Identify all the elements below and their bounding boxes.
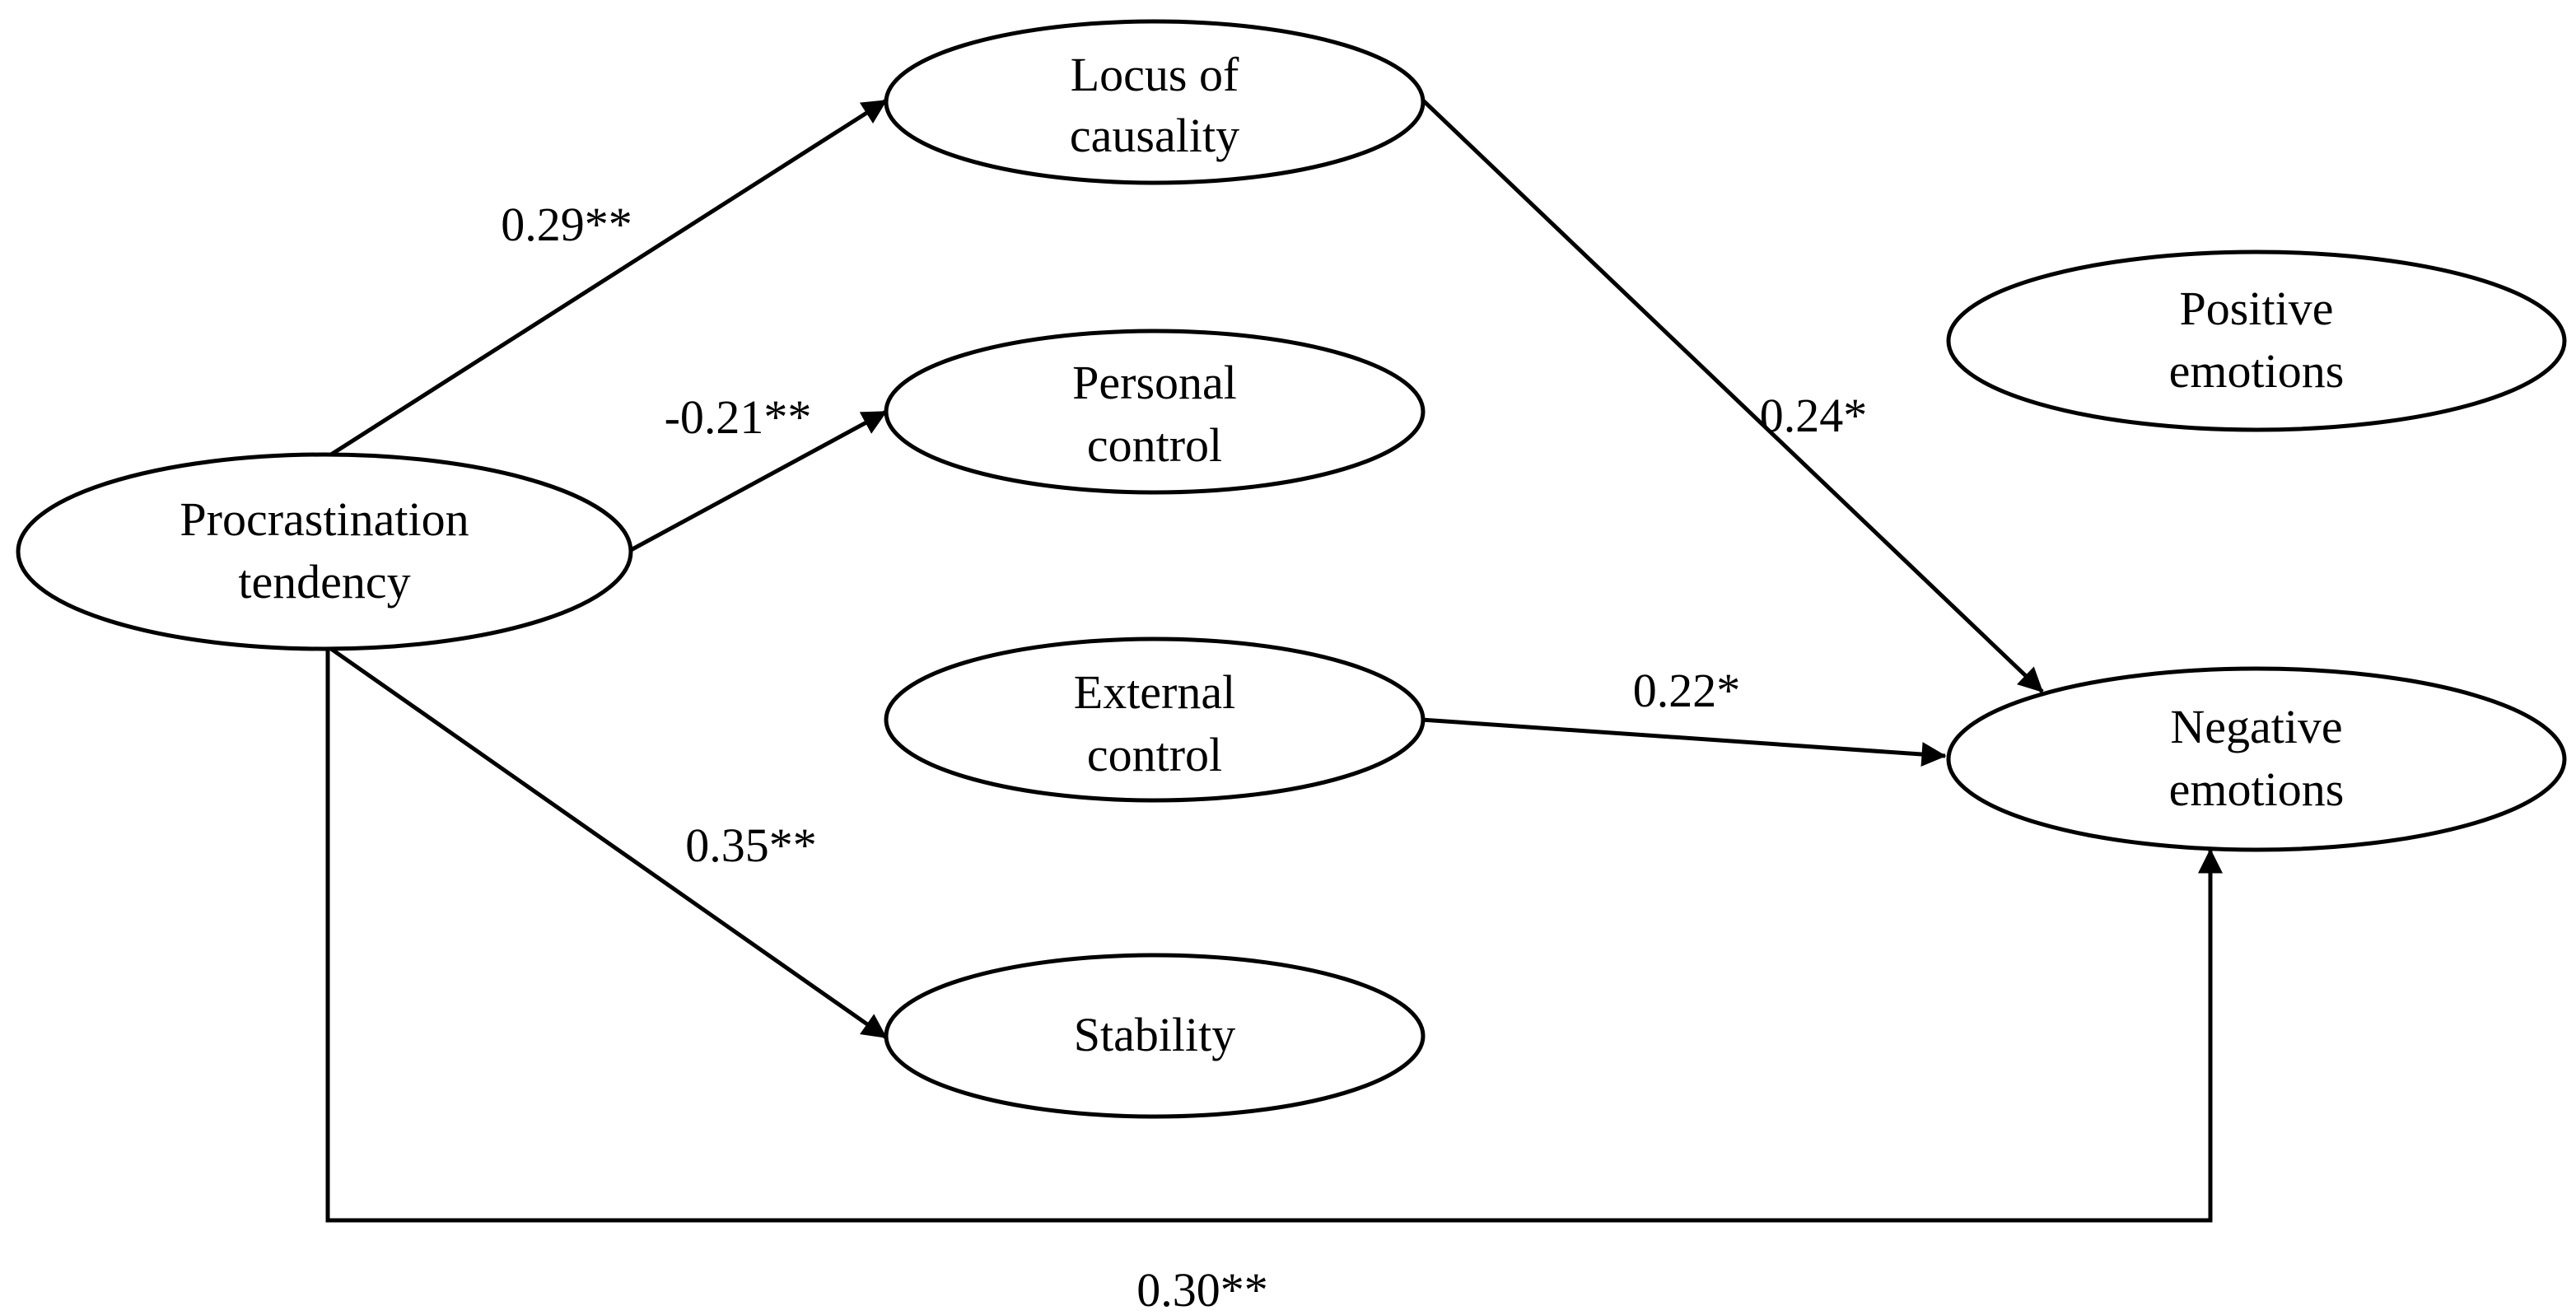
node-personal-control-line1: Personal bbox=[1072, 356, 1237, 409]
node-procrastination-tendency-line1: Procrastination bbox=[180, 492, 469, 546]
node-negative-emotions: Negative emotions bbox=[1946, 666, 2567, 852]
node-personal-control: Personal control bbox=[884, 329, 1426, 495]
node-negative-emotions-line2: emotions bbox=[2169, 762, 2345, 816]
edge-external-control-to-negative-emotions bbox=[1421, 717, 1947, 767]
node-external-control-line2: control bbox=[1087, 728, 1222, 781]
edge-label-procrastination-to-personal-control: -0.21** bbox=[665, 390, 812, 444]
node-procrastination-tendency: Procrastination tendency bbox=[16, 452, 633, 651]
node-locus-of-causality-line1: Locus of bbox=[1071, 48, 1239, 101]
node-procrastination-tendency-line2: tendency bbox=[238, 555, 410, 609]
node-negative-emotions-line1: Negative bbox=[2170, 700, 2342, 753]
edge-procrastination-to-personal-control bbox=[629, 409, 888, 553]
edge-label-locus-to-negative-emotions: 0.24* bbox=[1760, 389, 1868, 442]
node-stability-line1: Stability bbox=[1074, 1008, 1236, 1061]
node-positive-emotions-line1: Positive bbox=[2180, 282, 2334, 335]
edge-procrastination-to-negative-emotions bbox=[325, 647, 2223, 1223]
edge-label-procrastination-to-stability: 0.35** bbox=[685, 818, 817, 872]
node-locus-of-causality-line2: causality bbox=[1070, 109, 1239, 162]
node-locus-of-causality: Locus of causality bbox=[884, 19, 1426, 185]
edge-procrastination-to-stability bbox=[329, 646, 888, 1040]
node-positive-emotions-line2: emotions bbox=[2169, 344, 2345, 398]
node-external-control: External control bbox=[884, 637, 1426, 803]
node-positive-emotions: Positive emotions bbox=[1946, 249, 2567, 432]
edge-locus-to-negative-emotions bbox=[1420, 97, 2044, 693]
node-personal-control-line2: control bbox=[1087, 418, 1222, 472]
edge-procrastination-to-locus bbox=[329, 98, 888, 457]
node-external-control-line1: External bbox=[1074, 665, 1235, 719]
edge-label-procrastination-to-locus: 0.29** bbox=[501, 198, 632, 251]
edge-label-procrastination-to-negative-emotions: 0.30** bbox=[1136, 1263, 1268, 1315]
node-stability: Stability bbox=[884, 953, 1426, 1119]
edge-label-external-control-to-negative-emotions: 0.22* bbox=[1633, 664, 1741, 717]
